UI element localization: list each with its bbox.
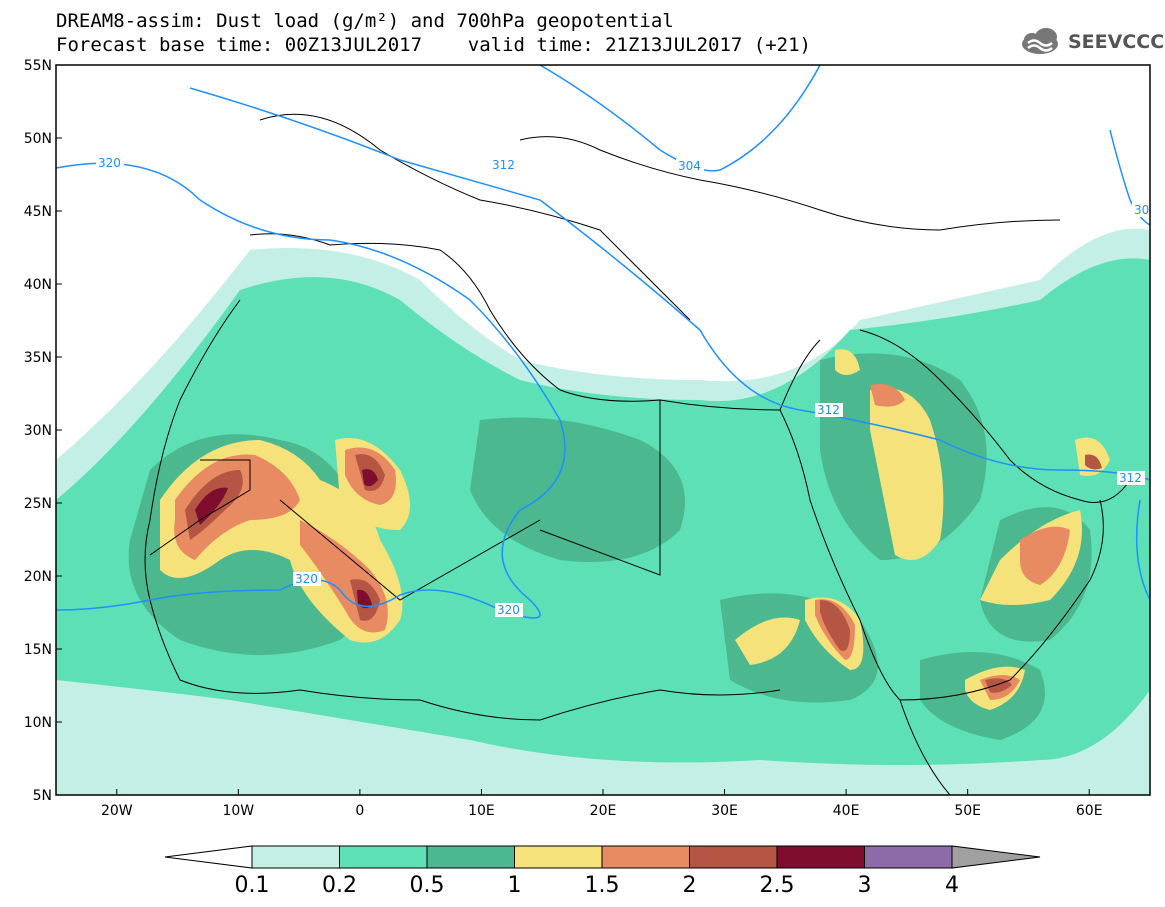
dust-level-1.5e: [870, 384, 905, 407]
lat-tick-label: 20N: [24, 569, 52, 585]
lon-tick-label: 30E: [711, 803, 738, 819]
colorbar-level-label: 2.5: [760, 873, 795, 898]
lon-tick-label: 10E: [468, 803, 495, 819]
dust-level-2.5a: [195, 487, 228, 525]
dust-level-2.5b: [362, 469, 378, 487]
lat-tick-label: 35N: [24, 350, 52, 366]
dust-level-1.5d: [1020, 526, 1070, 585]
colorbar: 0.1 0.2 0.5 1 1.5 2 2.5 3 4: [164, 845, 1041, 898]
colorbar-segment: [864, 845, 953, 869]
colorbar-level-label: 4: [945, 873, 959, 898]
latitude-axis: 55N 50N 45N 40N 35N 30N 25N 20N 15N 10N 5N: [24, 58, 62, 804]
lat-tick-label: 55N: [24, 58, 52, 74]
colorbar-segment: [426, 845, 515, 869]
lat-tick-label: 15N: [24, 642, 52, 658]
logo-text: SEEVCCC: [1068, 31, 1165, 53]
colorbar-level-label: 1.5: [585, 873, 620, 898]
dust-level-2f: [1085, 454, 1102, 470]
map-area: 320 312 304 320 320 312 312 30: [56, 65, 1150, 795]
lon-tick-label: 0: [355, 803, 364, 819]
colorbar-level-label: 0.1: [235, 873, 270, 898]
contour-label: 320: [497, 603, 520, 617]
map-title-line-2: Forecast base time: 00Z13JUL2017 valid t…: [56, 34, 811, 56]
dust-level-1.5a: [174, 454, 300, 560]
dust-level-1c: [870, 388, 944, 560]
longitude-axis: 20W 10W 0 10E 20E 30E 40E 50E 60E: [101, 789, 1103, 819]
dust-level-1i: [835, 349, 860, 375]
contour-label: 304: [678, 159, 701, 173]
contour-label: 320: [98, 156, 121, 170]
cloud-logo-icon: [1022, 28, 1058, 54]
colorbar-segment: [776, 845, 865, 869]
contour-label: 30: [1134, 203, 1149, 217]
colorbar-level-label: 1: [508, 873, 522, 898]
colorbar-level-label: 2: [683, 873, 697, 898]
lon-tick-label: 50E: [954, 803, 981, 819]
colorbar-segment: [689, 845, 778, 869]
lon-tick-label: 40E: [833, 803, 860, 819]
coastlines: [144, 113, 1131, 795]
lat-tick-label: 5N: [33, 788, 52, 804]
colorbar-segment: [601, 845, 690, 869]
colorbar-level-label: 0.2: [322, 873, 357, 898]
dust-level-2d: [820, 600, 850, 651]
colorbar-level-label: 0.5: [410, 873, 445, 898]
colorbar-segment: [514, 845, 603, 869]
lat-tick-label: 40N: [24, 277, 52, 293]
contour-label: 312: [492, 158, 515, 172]
colorbar-above-max: [951, 845, 1041, 869]
contour-labels: 320 312 304 320 320 312 312 30: [96, 156, 1150, 617]
lat-tick-label: 10N: [24, 715, 52, 731]
lat-tick-label: 50N: [24, 131, 52, 147]
dust-level-2.5c: [357, 589, 372, 609]
lon-tick-label: 20W: [101, 803, 133, 819]
lon-tick-label: 10W: [222, 803, 254, 819]
geopotential-contours: [56, 65, 1150, 619]
dust-level-0.5b: [470, 417, 685, 562]
contour-label: 312: [817, 403, 840, 417]
lat-tick-label: 45N: [24, 204, 52, 220]
lat-tick-label: 30N: [24, 423, 52, 439]
contour-label: 312: [1119, 471, 1142, 485]
colorbar-segment: [339, 845, 428, 869]
map-title-line-1: DREAM8-assim: Dust load (g/m²) and 700hP…: [56, 10, 674, 32]
colorbar-level-label: 3: [858, 873, 872, 898]
dust-level-1e: [735, 617, 800, 665]
lat-tick-label: 25N: [24, 496, 52, 512]
contour-label: 320: [295, 572, 318, 586]
colorbar-segment: [251, 845, 340, 869]
lon-tick-label: 20E: [590, 803, 617, 819]
lon-tick-label: 60E: [1076, 803, 1103, 819]
colorbar-below-min: [164, 845, 253, 869]
